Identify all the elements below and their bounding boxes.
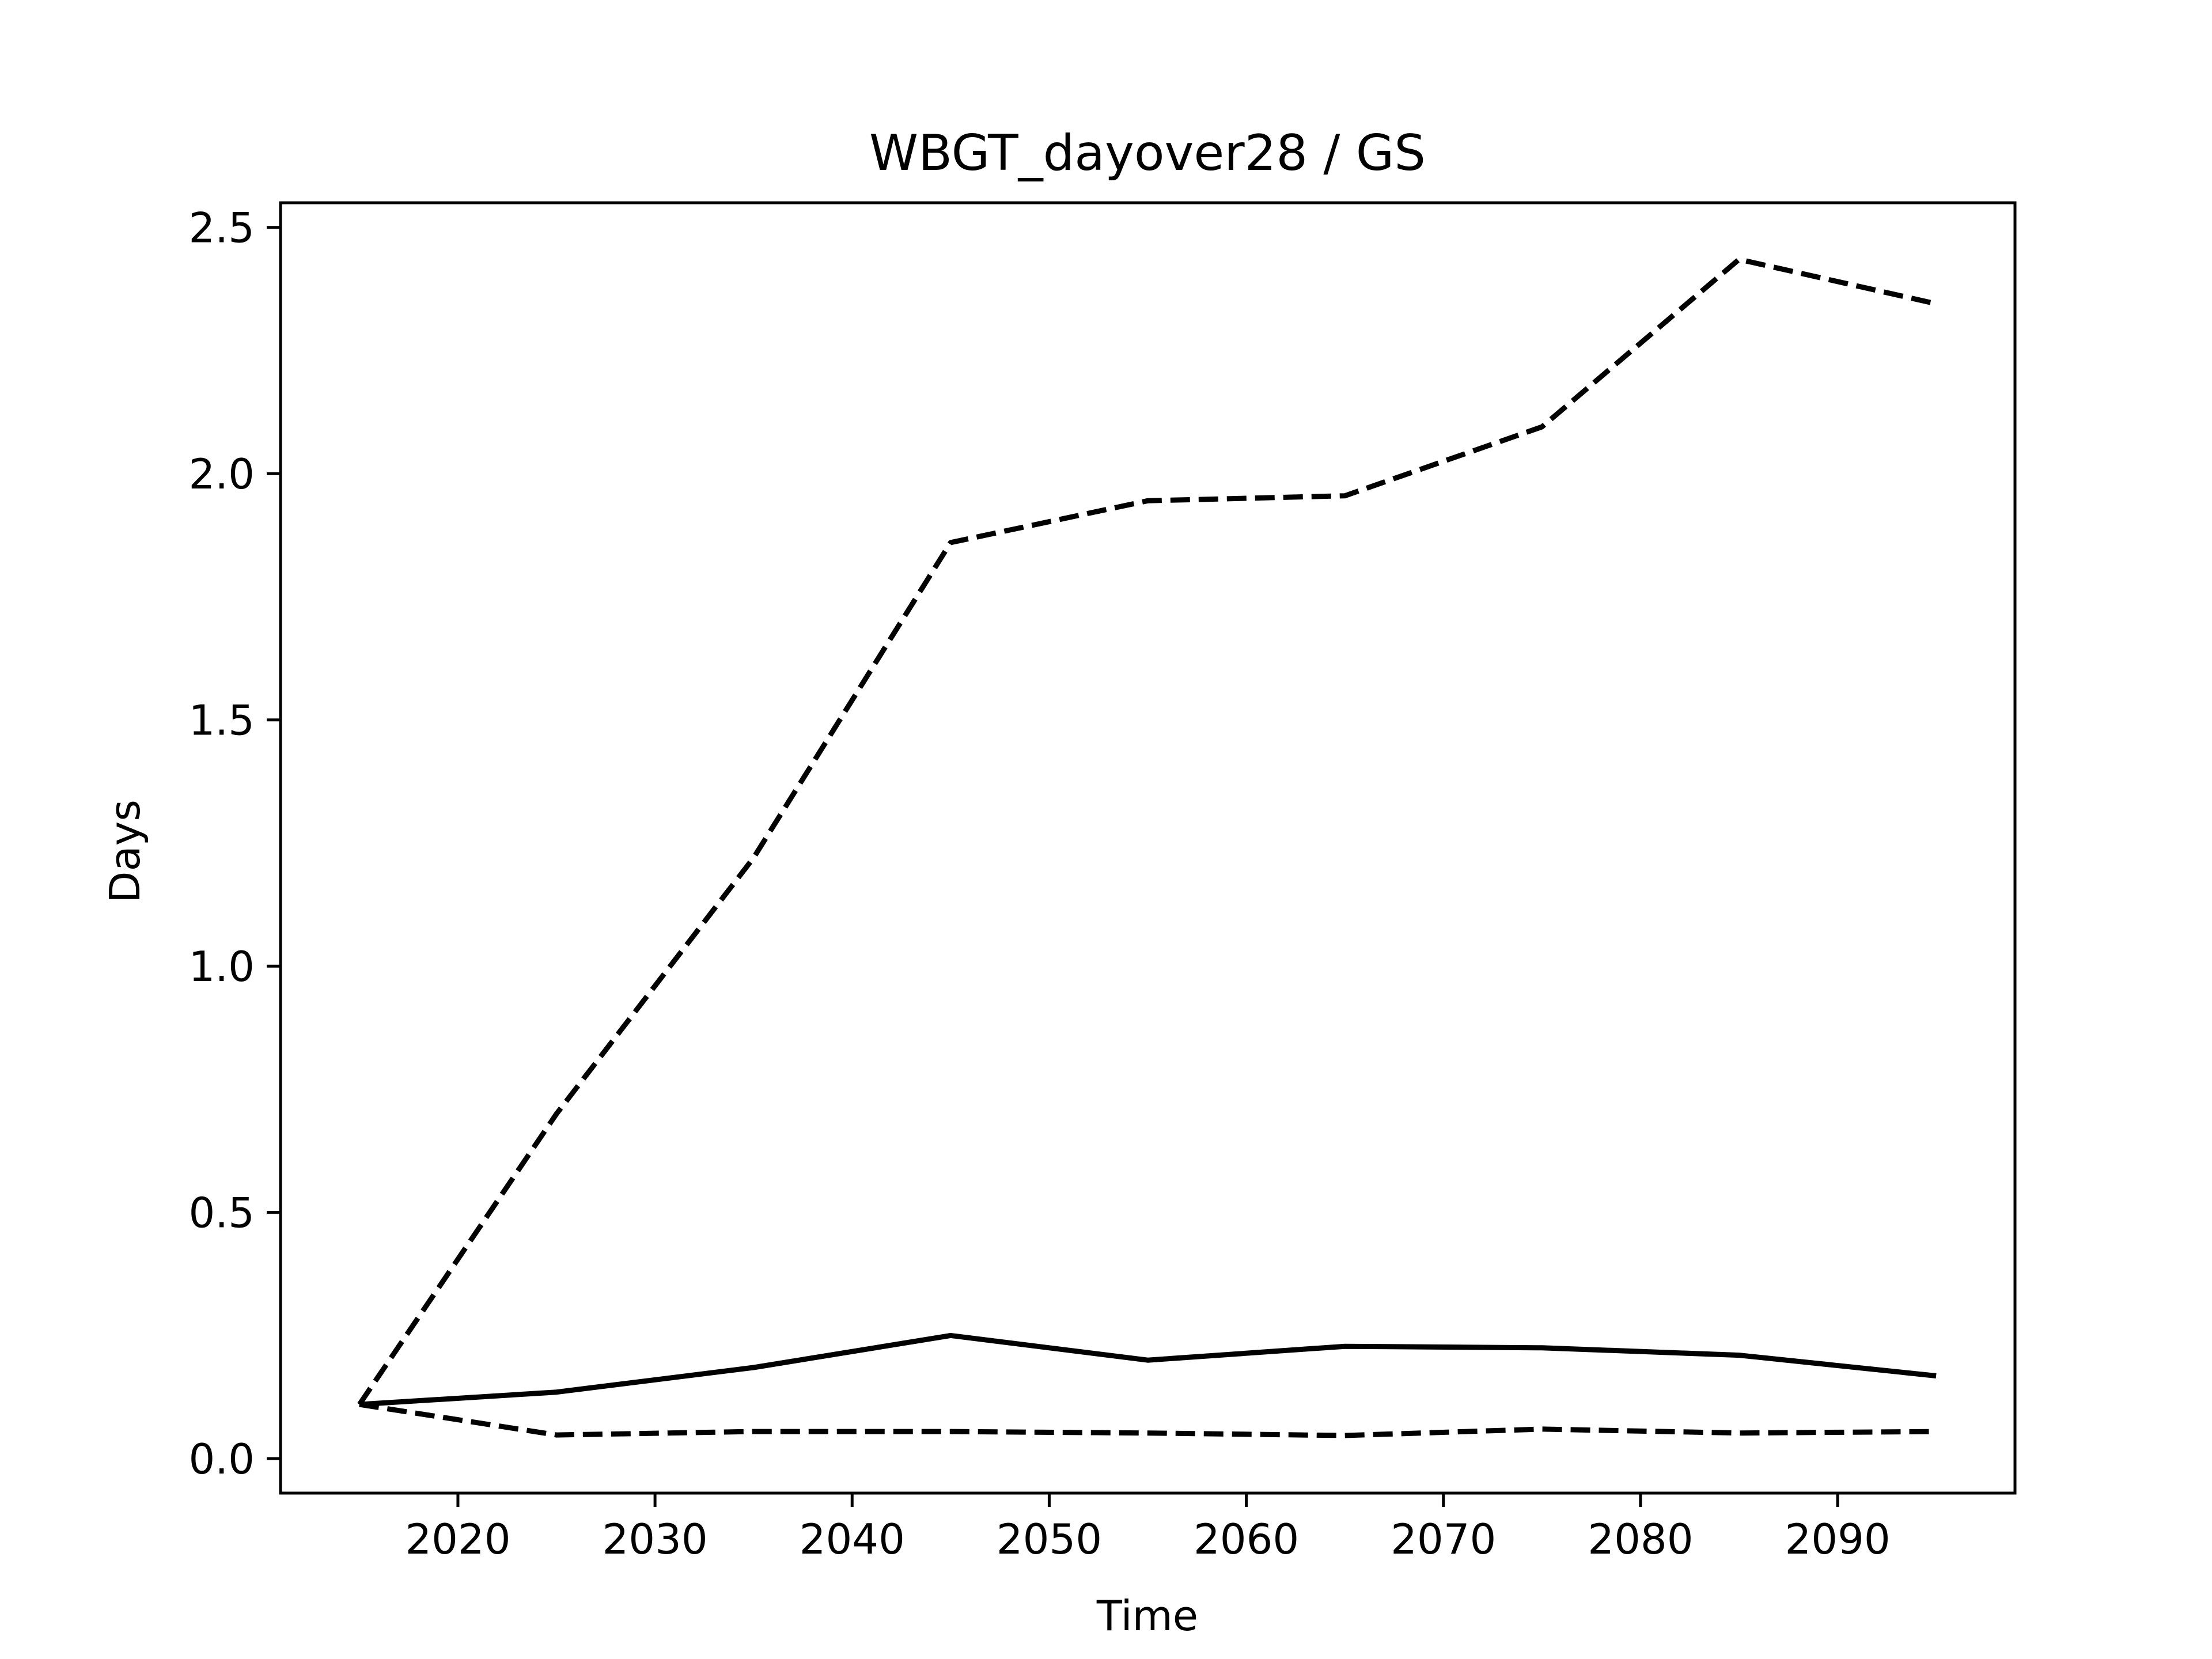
x-tick-label: 2040	[800, 1515, 905, 1563]
series-line-2-dashed	[357, 256, 1937, 1406]
series-line-3-dashed	[359, 1402, 1937, 1438]
x-tick-label: 2090	[1785, 1515, 1890, 1563]
plot-area-frame	[279, 201, 2017, 1495]
x-axis-ticks: 2020 2030 2040 2050 2060 2070 2080 2090	[405, 1493, 1891, 1563]
x-axis-label: Time	[1096, 1592, 1198, 1640]
y-axis-ticks: 0.0 0.5 1.0 1.5 2.0 2.5	[188, 204, 281, 1483]
y-tick-label: 1.0	[188, 942, 255, 991]
y-tick-label: 2.5	[188, 204, 255, 252]
x-tick-label: 2060	[1194, 1515, 1299, 1563]
y-axis-label: Days	[101, 800, 149, 903]
y-tick-label: 2.0	[188, 450, 255, 498]
y-tick-label: 0.5	[188, 1189, 255, 1237]
series-line-1-solid	[359, 1332, 1937, 1407]
x-tick-label: 2050	[997, 1515, 1102, 1563]
x-tick-label: 2070	[1391, 1515, 1496, 1563]
series-layer	[357, 256, 1937, 1438]
x-tick-label: 2030	[602, 1515, 707, 1563]
x-tick-label: 2020	[405, 1515, 510, 1563]
x-tick-label: 2080	[1588, 1515, 1693, 1563]
chart-title: WBGT_dayover28 / GS	[869, 124, 1426, 182]
y-tick-label: 1.5	[188, 696, 255, 745]
y-tick-label: 0.0	[188, 1435, 255, 1483]
